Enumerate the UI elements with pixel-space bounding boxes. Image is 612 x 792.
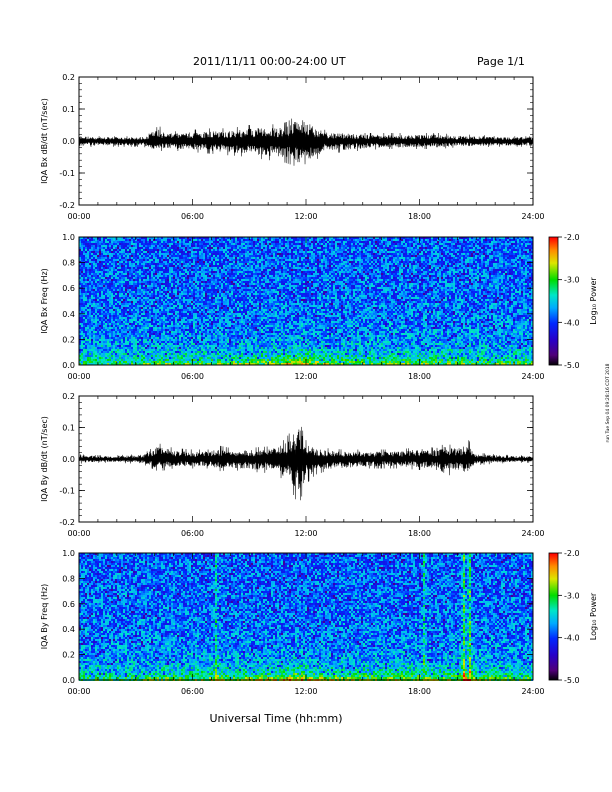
colorbar-tick-label: -3.0: [564, 276, 580, 285]
y-tick-label: 0.2: [62, 335, 75, 344]
panel-bys: -5.0 -4.0 -3.0 -2.0 Log₁₀ Power 0.0 0.2 0.4 0.6 0…: [40, 549, 598, 725]
colorbar-tick-label: -5.0: [564, 361, 580, 370]
x-tick-label: 18:00: [408, 212, 431, 221]
x-tick-label: 00:00: [67, 212, 90, 221]
x-tick-label: 24:00: [521, 372, 544, 381]
y-tick-label: 1.0: [62, 233, 75, 242]
colorbar-bys: -5.0 -4.0 -3.0 -2.0 Log₁₀ Power: [549, 549, 598, 685]
spectrogram-bys: [79, 553, 533, 681]
run-timestamp-note: run Tue Sep 04 09:28:16 CDT 2018: [605, 363, 611, 442]
y-tick-label: -0.2: [59, 518, 75, 527]
x-tick-label: 06:00: [181, 372, 204, 381]
y-tick-label: 0.1: [62, 105, 75, 114]
x-tick-label: 24:00: [521, 529, 544, 538]
y-tick-label: 0.0: [62, 361, 75, 370]
x-axis-label: Universal Time (hh:mm): [210, 712, 343, 725]
y-tick-label: 0.0: [62, 137, 75, 146]
y-tick-label: 0.6: [62, 600, 75, 609]
colorbar-label: Log₁₀ Power: [589, 277, 598, 325]
colorbar-tick-label: -4.0: [564, 634, 580, 643]
colorbar-bxs: -5.0 -4.0 -3.0 -2.0 Log₁₀ Power: [549, 233, 598, 370]
trace-by: [79, 427, 533, 500]
colorbar-tick-label: -5.0: [564, 676, 580, 685]
trace-bx: [79, 119, 533, 166]
x-tick-label: 12:00: [294, 372, 317, 381]
colorbar-tick-label: -2.0: [564, 233, 580, 242]
y-tick-label: 1.0: [62, 549, 75, 558]
colorbar-tick-label: -2.0: [564, 549, 580, 558]
x-tick-label: 12:00: [294, 687, 317, 696]
panel-by: -0.2 -0.1 0.0 0.1 0.2 00:00 06:00 12:00 18:00 24:…: [40, 392, 545, 538]
panel-bx: -0.2 -0.1 0.0 0.1 0.2 00:00 06:00 12:00 18:00 24:…: [40, 73, 545, 221]
x-tick-label: 18:00: [408, 372, 431, 381]
y-tick-label: 0.0: [62, 676, 75, 685]
y-tick-label: 0.4: [62, 625, 75, 634]
x-tick-label: 06:00: [181, 212, 204, 221]
y-tick-label: 0.2: [62, 392, 75, 401]
x-tick-label: 06:00: [181, 687, 204, 696]
y-tick-label: 0.6: [62, 284, 75, 293]
panel-bxs: -5.0 -4.0 -3.0 -2.0 Log₁₀ Power 0.0 0.2 0.4 0.6 0…: [40, 233, 598, 381]
y-tick-label: -0.1: [59, 487, 75, 496]
y-tick-label: 0.2: [62, 73, 75, 82]
spectrogram-bxs: [79, 237, 533, 365]
colorbar-label: Log₁₀ Power: [589, 592, 598, 640]
y-tick-label: 0.2: [62, 651, 75, 660]
y-axis-label-bys: IQA By Freq (Hz): [40, 584, 49, 650]
y-tick-label: 0.0: [62, 455, 75, 464]
y-tick-label: 0.8: [62, 574, 75, 583]
x-tick-label: 00:00: [67, 529, 90, 538]
x-tick-label: 00:00: [67, 372, 90, 381]
y-axis-label-bx: IQA Bx dB/dt (nT/sec): [40, 98, 49, 184]
y-tick-label: -0.2: [59, 201, 75, 210]
x-tick-label: 00:00: [67, 687, 90, 696]
y-tick-label: 0.8: [62, 259, 75, 268]
x-tick-label: 12:00: [294, 529, 317, 538]
x-tick-label: 06:00: [181, 529, 204, 538]
x-tick-label: 24:00: [521, 687, 544, 696]
x-tick-label: 12:00: [294, 212, 317, 221]
y-tick-label: 0.4: [62, 310, 75, 319]
colorbar-tick-label: -4.0: [564, 318, 580, 327]
x-tick-label: 24:00: [521, 212, 544, 221]
x-tick-label: 18:00: [408, 529, 431, 538]
y-axis-label-bxs: IQA Bx Freq (Hz): [40, 268, 49, 334]
y-tick-label: -0.1: [59, 169, 75, 178]
x-tick-label: 18:00: [408, 687, 431, 696]
y-tick-label: 0.1: [62, 424, 75, 433]
colorbar-tick-label: -3.0: [564, 591, 580, 600]
y-axis-label-by: IQA By dB/dt (nT/sec): [40, 416, 49, 502]
